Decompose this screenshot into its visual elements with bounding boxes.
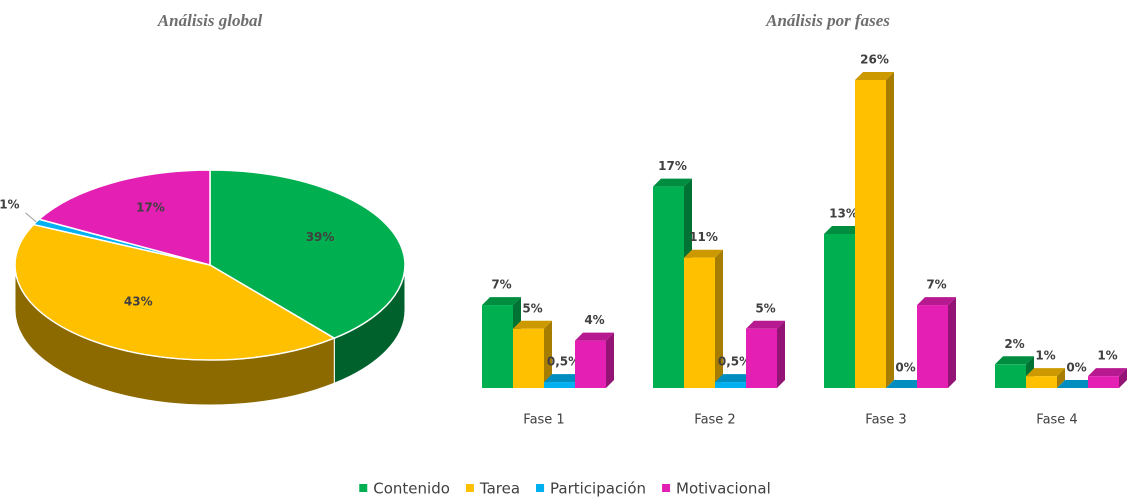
bar-side	[948, 297, 956, 388]
bar-front	[855, 80, 886, 388]
value-label: 7%	[491, 278, 511, 292]
legend-label: Contenido	[373, 480, 450, 498]
bar-top	[575, 332, 614, 341]
x-tick-label: Fase 1	[523, 413, 564, 428]
bar	[917, 297, 956, 388]
pie-top	[209, 169, 406, 340]
value-label: 7%	[926, 278, 946, 292]
pie-label: 39%	[306, 230, 335, 244]
bar	[886, 380, 925, 389]
bar-top	[917, 297, 956, 306]
bar-top	[653, 178, 692, 187]
value-label: 5%	[755, 301, 775, 315]
bar-front	[482, 305, 513, 388]
value-label: 26%	[860, 53, 889, 67]
bar-top	[544, 374, 583, 383]
value-label: 5%	[522, 301, 542, 315]
value-label: 2%	[1004, 337, 1024, 351]
x-tick-label: Fase 3	[865, 413, 906, 428]
bar	[746, 320, 785, 388]
bar-top	[1057, 380, 1096, 388]
pie-top	[14, 223, 336, 361]
bar-front	[513, 328, 544, 388]
bar-side	[1057, 368, 1065, 388]
bar-top	[1088, 368, 1127, 377]
bar-front	[653, 186, 684, 388]
bar	[684, 249, 723, 388]
bar-front	[1026, 376, 1057, 388]
bar-top	[513, 320, 552, 329]
bar	[513, 320, 552, 388]
bar-top	[746, 320, 785, 329]
bar-front	[575, 340, 606, 388]
x-tick-label: Fase 2	[694, 413, 735, 428]
bar-front	[824, 234, 855, 388]
bar-front	[684, 257, 715, 388]
bar	[1026, 368, 1065, 388]
bar-side	[606, 332, 614, 388]
bar-front	[544, 382, 575, 388]
bar-side	[715, 249, 723, 388]
value-label: 0,5%	[547, 355, 580, 369]
pie-top	[37, 169, 211, 266]
x-tick-label: Fase 4	[1036, 413, 1077, 428]
pie-label: 1%	[0, 197, 20, 211]
bar-top	[1026, 368, 1065, 377]
bar-front	[995, 364, 1026, 388]
bar-side	[777, 320, 785, 388]
value-label: 13%	[829, 207, 858, 221]
bar-side	[544, 320, 552, 388]
legend-marker	[662, 484, 671, 492]
legend-label: Tarea	[479, 480, 520, 498]
value-label: 1%	[1097, 349, 1117, 363]
value-label: 0%	[1066, 361, 1086, 375]
bar-top	[855, 72, 894, 80]
value-label: 0%	[895, 361, 915, 375]
pie-label: 43%	[124, 295, 153, 309]
bar-front	[746, 328, 777, 388]
legend-label: Motivacional	[676, 480, 771, 498]
pie-label: 17%	[136, 200, 165, 214]
legend-marker	[536, 484, 545, 492]
leader-line	[25, 212, 37, 223]
value-label: 4%	[584, 313, 604, 327]
legend-marker	[465, 484, 474, 492]
bar-front	[1088, 376, 1119, 388]
bar	[575, 332, 614, 388]
bar-top	[995, 356, 1034, 365]
pie-slice	[37, 169, 211, 266]
bar	[855, 72, 894, 388]
legend-marker	[359, 484, 368, 492]
value-label: 1%	[1035, 349, 1055, 363]
value-label: 17%	[658, 159, 687, 173]
value-label: 11%	[689, 230, 718, 244]
bar	[1057, 380, 1096, 389]
bar-top	[684, 249, 723, 258]
bar-top	[715, 374, 754, 383]
bar-front	[715, 382, 746, 388]
bar-top	[482, 297, 521, 306]
bar-front	[917, 305, 948, 388]
pie-slice	[14, 223, 336, 406]
bar-title: Análisis por fases	[765, 11, 890, 30]
legend-label: Participación	[550, 480, 646, 498]
bar-side	[886, 72, 894, 388]
bar-side	[1119, 368, 1127, 388]
bar	[1088, 368, 1127, 388]
bar-top	[886, 380, 925, 388]
pie-title: Análisis global	[157, 11, 263, 30]
bar-top	[824, 226, 863, 234]
value-label: 0,5%	[718, 355, 751, 369]
